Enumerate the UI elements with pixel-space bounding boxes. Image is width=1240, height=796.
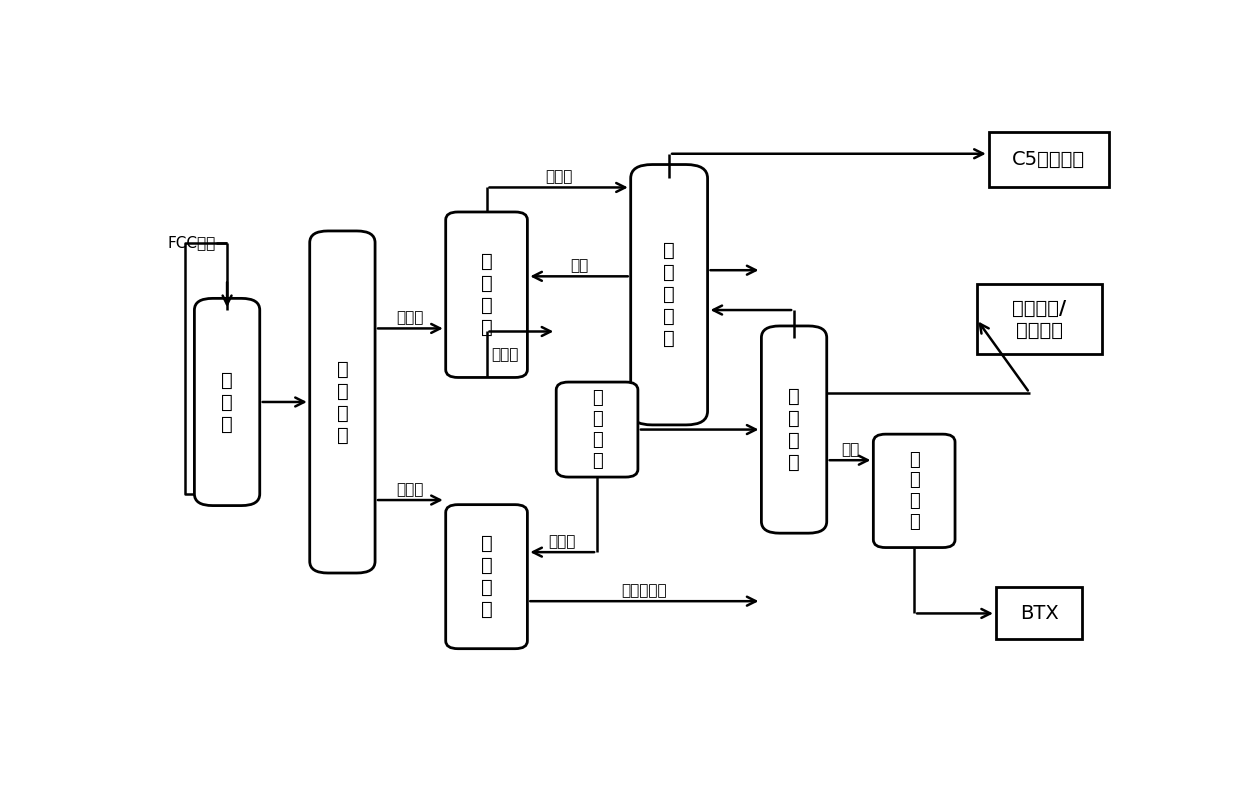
Text: 蒸
馏
切
割: 蒸 馏 切 割 [336,360,348,444]
FancyBboxPatch shape [445,505,527,649]
Text: 轻
烯
回
收: 轻 烯 回 收 [909,451,920,531]
FancyBboxPatch shape [761,326,827,533]
FancyBboxPatch shape [977,284,1101,354]
Text: 缓
和
芳
构
化: 缓 和 芳 构 化 [663,241,675,348]
Text: 轻
烯
回
收: 轻 烯 回 收 [591,389,603,470]
FancyBboxPatch shape [445,212,527,377]
Text: C5综合利用: C5综合利用 [1012,150,1085,170]
Text: FCC汽油: FCC汽油 [167,235,216,250]
FancyBboxPatch shape [310,231,374,573]
FancyBboxPatch shape [195,298,259,505]
Text: 萃取油: 萃取油 [491,347,518,362]
FancyBboxPatch shape [873,434,955,548]
Text: 轻烯: 轻烯 [841,442,859,457]
FancyBboxPatch shape [631,165,708,425]
Text: 轻烯: 轻烯 [570,258,588,273]
FancyBboxPatch shape [996,587,1083,639]
Text: 加
氢
脱
硫: 加 氢 脱 硫 [481,534,492,619]
Text: 重馏分: 重馏分 [397,482,424,497]
Text: 萃余油: 萃余油 [544,170,573,185]
Text: 乙烯原料/
汽油组分: 乙烯原料/ 汽油组分 [1012,298,1066,340]
Text: 溶
剂
萃
取: 溶 剂 萃 取 [481,252,492,338]
Text: BTX: BTX [1019,604,1059,623]
Text: 预
加
氢: 预 加 氢 [221,370,233,434]
Text: 轻馏分: 轻馏分 [397,310,424,326]
Text: 富硫油: 富硫油 [548,534,575,549]
Text: 萃
取
精
馏: 萃 取 精 馏 [789,387,800,472]
FancyBboxPatch shape [988,132,1109,187]
Text: 脱硫重馏分: 脱硫重馏分 [621,583,667,598]
FancyBboxPatch shape [557,382,637,477]
